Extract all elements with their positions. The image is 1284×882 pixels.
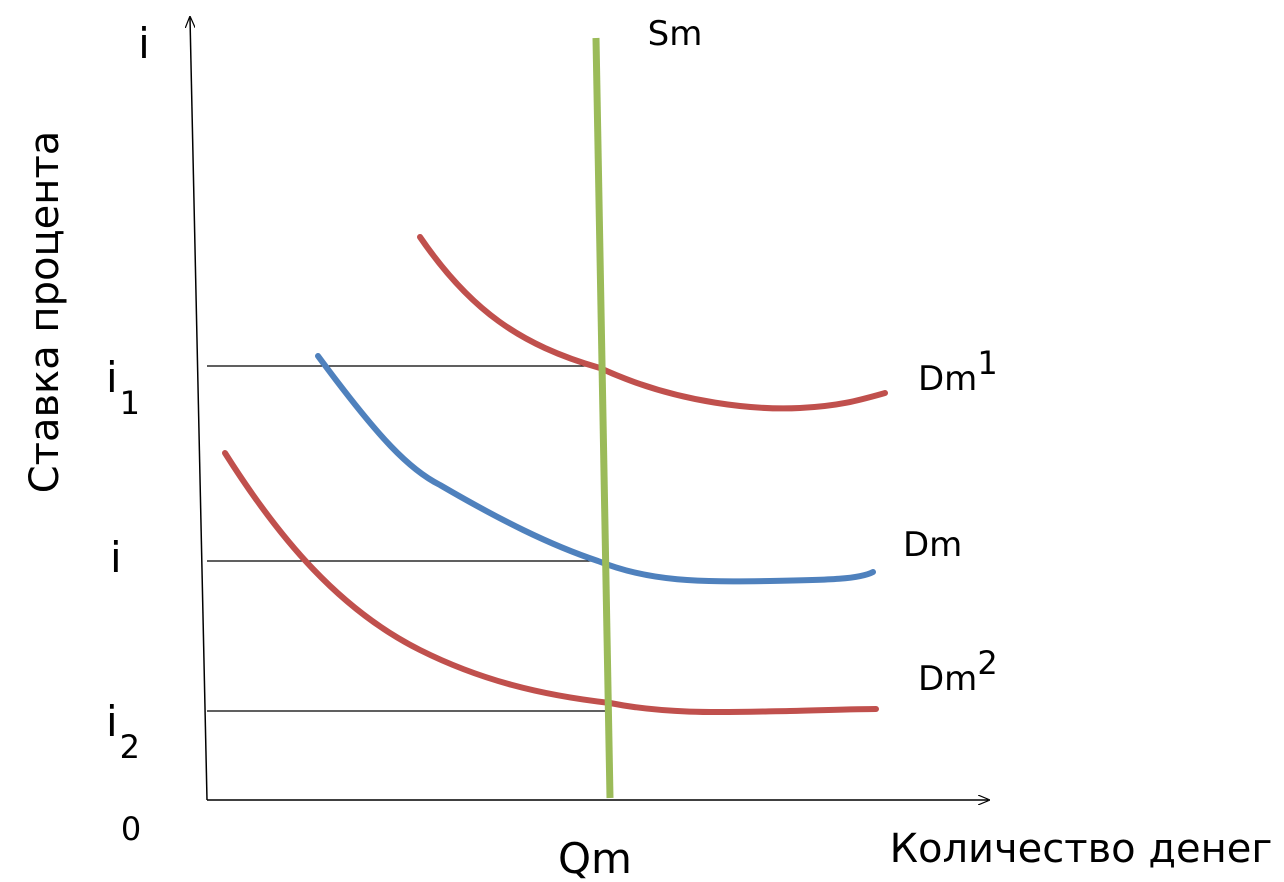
label-i1: i1 <box>106 353 140 422</box>
label-qm: Qm <box>558 834 632 882</box>
y-axis-symbol: i <box>138 19 150 68</box>
demand-curve-dm1 <box>420 237 885 408</box>
label-dm1: Dm1 <box>918 344 998 399</box>
label-dm2-superscript: 2 <box>977 644 997 682</box>
supply-line-sm <box>596 38 610 798</box>
label-i2-subscript: 2 <box>120 728 140 766</box>
y-axis-title: Ставка процента <box>22 131 68 494</box>
label-dm1-base: Dm <box>918 359 977 399</box>
origin-label: 0 <box>121 810 141 848</box>
label-dm1-superscript: 1 <box>977 344 997 382</box>
label-i1-subscript: 1 <box>120 384 140 422</box>
label-i1-base: i <box>106 353 118 402</box>
label-i: i <box>110 533 122 582</box>
label-i2-base: i <box>106 697 118 746</box>
label-i2: i2 <box>106 697 140 766</box>
label-dm2: Dm2 <box>918 644 998 699</box>
label-dm2-base: Dm <box>918 659 977 699</box>
demand-curve-dm <box>318 356 873 581</box>
x-axis-title: Количество денег <box>890 826 1273 872</box>
label-sm: Sm <box>648 14 703 54</box>
label-dm: Dm <box>903 525 962 565</box>
y-axis <box>190 18 207 800</box>
